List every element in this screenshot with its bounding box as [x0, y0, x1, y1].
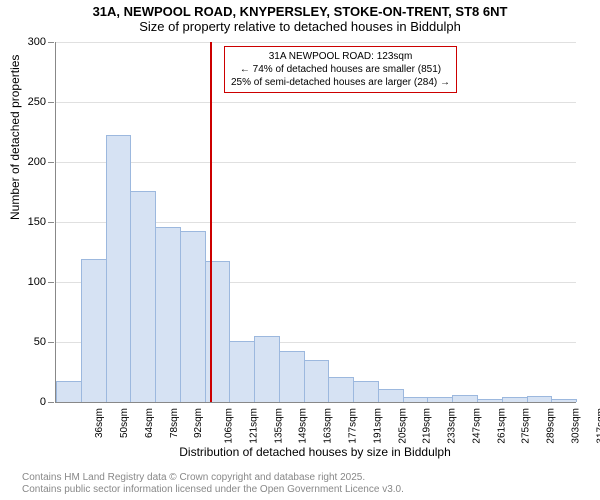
- y-tick-label: 250: [16, 96, 46, 108]
- annotation-line1: 31A NEWPOOL ROAD: 123sqm: [231, 50, 450, 63]
- chart-container: 31A, NEWPOOL ROAD, KNYPERSLEY, STOKE-ON-…: [0, 0, 600, 500]
- y-tick-label: 50: [16, 336, 46, 348]
- y-tick-label: 300: [16, 36, 46, 48]
- x-tick-label: 317sqm: [595, 408, 600, 444]
- x-tick-label: 177sqm: [348, 408, 359, 444]
- histogram-bar: [328, 377, 354, 402]
- footer-attribution: Contains HM Land Registry data © Crown c…: [22, 472, 404, 496]
- histogram-bar: [155, 227, 181, 402]
- histogram-bar: [229, 341, 255, 402]
- x-tick-label: 289sqm: [546, 408, 557, 444]
- histogram-bar: [254, 336, 280, 402]
- histogram-bar: [180, 231, 206, 402]
- histogram-bar: [427, 397, 453, 402]
- histogram-bar: [130, 191, 156, 402]
- histogram-bar: [56, 381, 82, 402]
- x-tick-label: 247sqm: [471, 408, 482, 444]
- x-tick-label: 205sqm: [397, 408, 408, 444]
- x-tick-label: 121sqm: [249, 408, 260, 444]
- histogram-bar: [477, 399, 503, 402]
- footer-line1: Contains HM Land Registry data © Crown c…: [22, 472, 404, 484]
- histogram-bar: [378, 389, 404, 402]
- property-marker-line: [210, 42, 212, 402]
- plot-area: 050100150200250300 31A NEWPOOL ROAD: 123…: [55, 42, 576, 403]
- x-tick-label: 233sqm: [447, 408, 458, 444]
- histogram-bar: [403, 397, 429, 402]
- x-tick-label: 135sqm: [273, 408, 284, 444]
- histogram-bar: [551, 399, 577, 402]
- histogram-bar: [279, 351, 305, 402]
- x-tick-label: 106sqm: [224, 408, 235, 444]
- y-tick-label: 100: [16, 276, 46, 288]
- histogram-bar: [106, 135, 132, 402]
- chart-title-line1: 31A, NEWPOOL ROAD, KNYPERSLEY, STOKE-ON-…: [0, 0, 600, 19]
- x-tick-label: 149sqm: [298, 408, 309, 444]
- histogram-bar: [304, 360, 330, 402]
- x-axis-label: Distribution of detached houses by size …: [55, 445, 575, 459]
- annotation-line2: ← 74% of detached houses are smaller (85…: [231, 63, 450, 76]
- annotation-box: 31A NEWPOOL ROAD: 123sqm ← 74% of detach…: [224, 46, 457, 93]
- histogram-bar: [205, 261, 231, 402]
- x-tick-label: 191sqm: [372, 408, 383, 444]
- histogram-bar: [527, 396, 553, 402]
- histogram-bar: [353, 381, 379, 402]
- x-tick-label: 303sqm: [570, 408, 581, 444]
- histogram-bars: [56, 42, 576, 402]
- chart-title-line2: Size of property relative to detached ho…: [0, 19, 600, 36]
- histogram-bar: [452, 395, 478, 402]
- y-axis-label: Number of detached properties: [8, 55, 22, 220]
- x-tick-label: 219sqm: [422, 408, 433, 444]
- y-tick-label: 200: [16, 156, 46, 168]
- x-tick-label: 163sqm: [323, 408, 334, 444]
- x-tick-label: 36sqm: [94, 408, 105, 438]
- x-tick-label: 275sqm: [521, 408, 532, 444]
- y-tick-label: 150: [16, 216, 46, 228]
- x-tick-label: 261sqm: [496, 408, 507, 444]
- x-tick-label: 92sqm: [193, 408, 204, 438]
- footer-line2: Contains public sector information licen…: [22, 484, 404, 496]
- x-tick-label: 78sqm: [169, 408, 180, 438]
- histogram-bar: [502, 397, 528, 402]
- annotation-line3: 25% of semi-detached houses are larger (…: [231, 76, 450, 89]
- x-tick-label: 64sqm: [144, 408, 155, 438]
- y-tick-label: 0: [16, 396, 46, 408]
- x-tick-label: 50sqm: [119, 408, 130, 438]
- histogram-bar: [81, 259, 107, 402]
